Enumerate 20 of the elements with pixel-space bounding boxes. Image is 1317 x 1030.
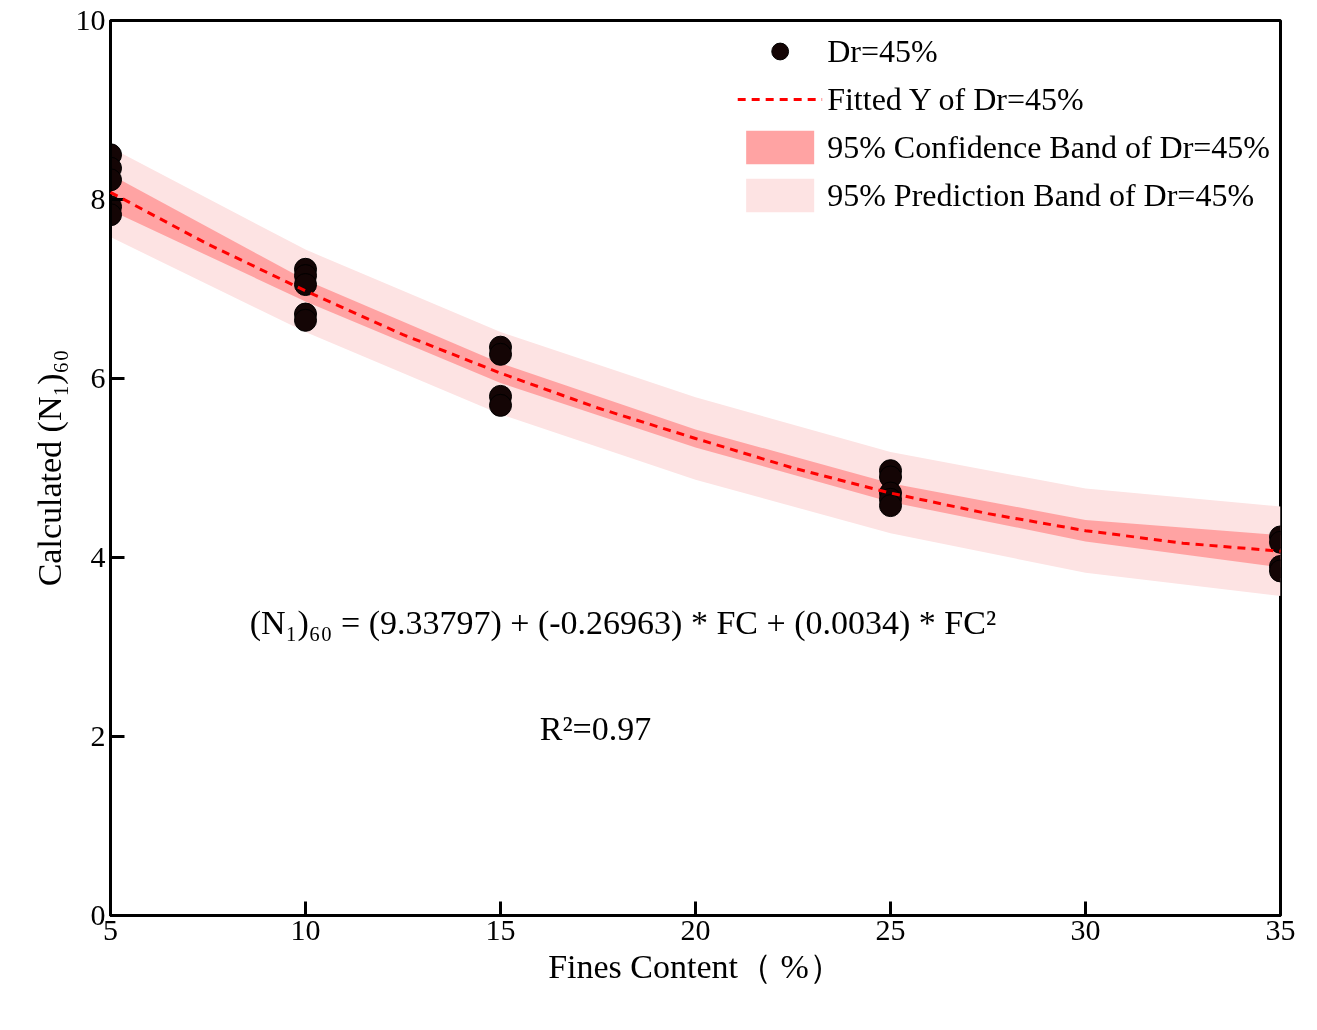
x-axis-title: Fines Content（ %） [548, 947, 843, 985]
y-tick-label: 4 [90, 540, 106, 573]
y-tick-label: 2 [90, 719, 106, 752]
legend-label: 95% Confidence Band of Dr=45% [827, 128, 1270, 166]
x-tick-label: 10 [290, 912, 321, 946]
x-tick-label: 30 [1070, 912, 1101, 946]
legend-label: 95% Prediction Band of Dr=45% [827, 176, 1255, 214]
legend-label: Dr=45% [827, 32, 938, 70]
y-tick-label: 6 [90, 361, 106, 394]
y-tick-label: 8 [90, 182, 106, 215]
x-tick-label: 15 [485, 912, 516, 946]
legend-label: Fitted Y of Dr=45% [827, 80, 1084, 118]
y-tick-label: 0 [90, 898, 106, 931]
x-tick-label: 35 [1265, 912, 1296, 946]
x-tick-label: 25 [875, 912, 906, 946]
y-tick-label: 10 [75, 3, 106, 36]
annotation: R²=0.97 [539, 710, 652, 748]
annotation: (N₁)₆₀ = (9.33797) + (-0.26963) * FC + (0.0034) * FC² [249, 604, 997, 643]
x-tick-label: 20 [680, 912, 711, 946]
y-axis-title: Calculated (N₁)₆₀ [30, 349, 69, 587]
